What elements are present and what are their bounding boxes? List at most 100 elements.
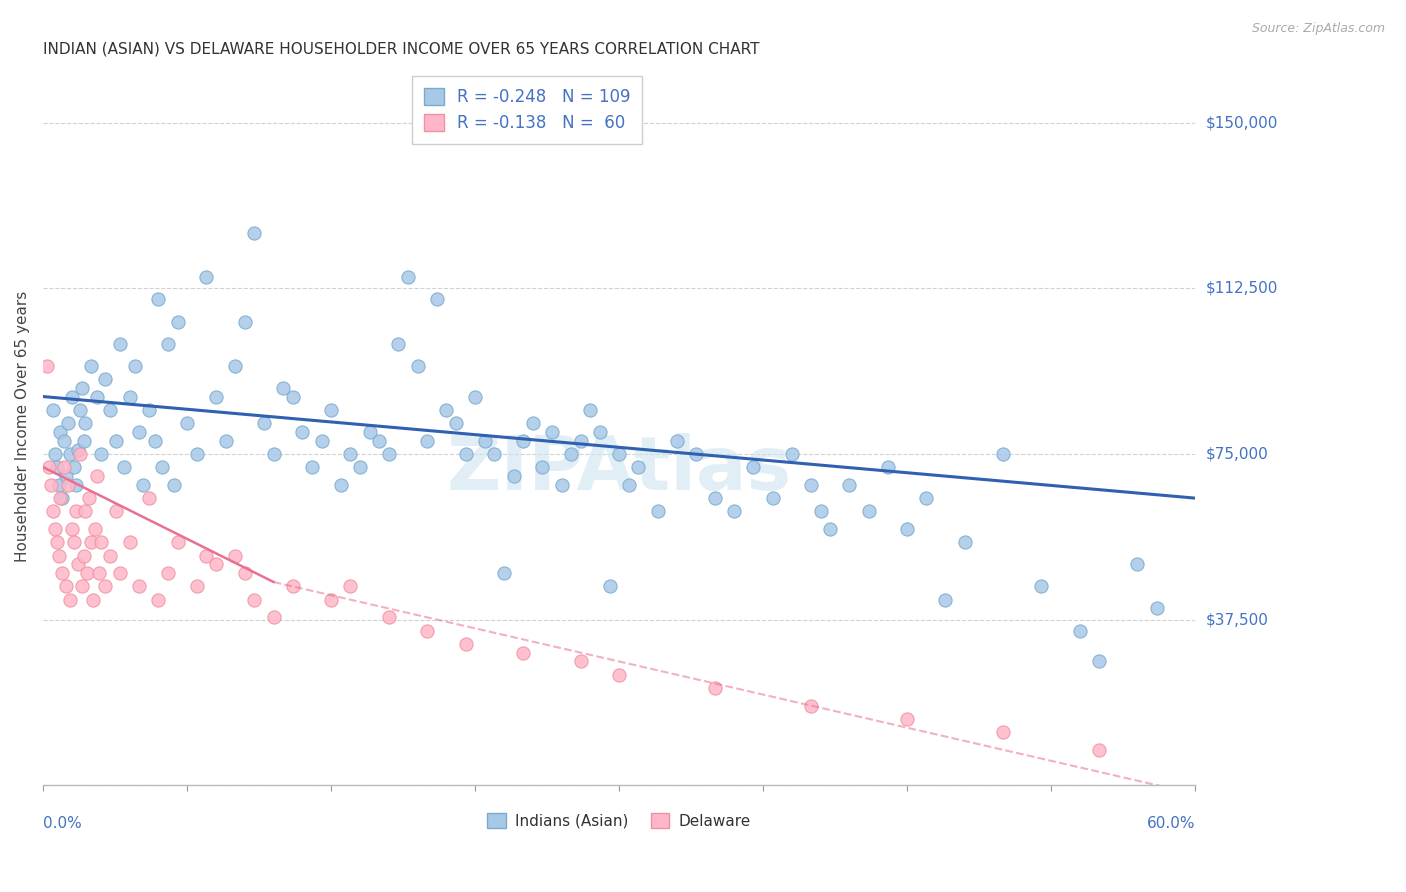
Point [84,522,107,536]
Point [65,478,87,492]
Point [377,447,399,461]
Point [214,434,236,448]
Point [108,336,131,351]
Point [780,447,803,461]
Point [512,434,534,448]
Text: 60.0%: 60.0% [1146,815,1195,830]
Point [176,416,198,430]
Point [263,447,285,461]
Point [63,535,86,549]
Text: $150,000: $150,000 [1206,115,1278,130]
Point [1126,558,1149,572]
Point [627,460,650,475]
Point [474,434,496,448]
Point [243,592,266,607]
Point [80,359,103,373]
Text: ZIPAtlas: ZIPAtlas [447,433,792,506]
Point [800,478,823,492]
Point [233,566,256,581]
Point [100,549,122,563]
Point [896,522,918,536]
Point [800,698,823,713]
Point [723,504,745,518]
Point [48,478,70,492]
Point [464,390,486,404]
Point [138,402,160,417]
Point [42,504,65,518]
Point [42,402,65,417]
Point [377,610,399,624]
Point [63,460,86,475]
Point [492,566,515,581]
Point [1088,655,1111,669]
Point [339,579,361,593]
Y-axis label: Householder Income Over 65 years: Householder Income Over 65 years [15,291,30,562]
Point [991,447,1014,461]
Point [69,447,91,461]
Point [45,535,67,549]
Point [105,434,128,448]
Point [876,460,898,475]
Point [339,447,361,461]
Point [48,549,70,563]
Point [70,381,93,395]
Point [66,558,89,572]
Point [86,390,108,404]
Point [233,314,256,328]
Point [156,566,179,581]
Point [65,504,87,518]
Point [195,270,218,285]
Point [359,425,381,439]
Point [148,592,170,607]
Point [607,447,630,461]
Point [87,566,110,581]
Point [49,491,72,505]
Point [263,610,285,624]
Point [76,566,98,581]
Point [49,425,72,439]
Point [59,447,82,461]
Point [444,416,467,430]
Point [502,469,524,483]
Point [45,460,67,475]
Point [39,478,62,492]
Point [321,592,343,607]
Point [531,460,554,475]
Text: INDIAN (ASIAN) VS DELAWARE HOUSEHOLDER INCOME OVER 65 YEARS CORRELATION CHART: INDIAN (ASIAN) VS DELAWARE HOUSEHOLDER I… [44,42,759,57]
Point [195,549,218,563]
Point [100,402,122,417]
Point [665,434,688,448]
Point [426,293,449,307]
Point [1146,601,1168,615]
Point [281,579,304,593]
Point [124,359,146,373]
Text: 0.0%: 0.0% [44,815,82,830]
Point [560,447,582,461]
Point [205,558,228,572]
Point [704,491,727,505]
Point [271,381,294,395]
Point [205,390,228,404]
Point [90,447,112,461]
Point [51,491,73,505]
Point [86,469,108,483]
Point [243,226,266,240]
Legend: Indians (Asian), Delaware: Indians (Asian), Delaware [481,806,756,835]
Point [858,504,880,518]
Point [150,460,173,475]
Point [148,293,170,307]
Point [56,416,79,430]
Point [75,504,97,518]
Point [186,579,208,593]
Point [541,425,564,439]
Point [90,535,112,549]
Point [820,522,842,536]
Point [368,434,391,448]
Point [685,447,707,461]
Point [291,425,314,439]
Point [44,447,66,461]
Point [80,535,103,549]
Point [156,336,179,351]
Point [647,504,669,518]
Point [224,359,246,373]
